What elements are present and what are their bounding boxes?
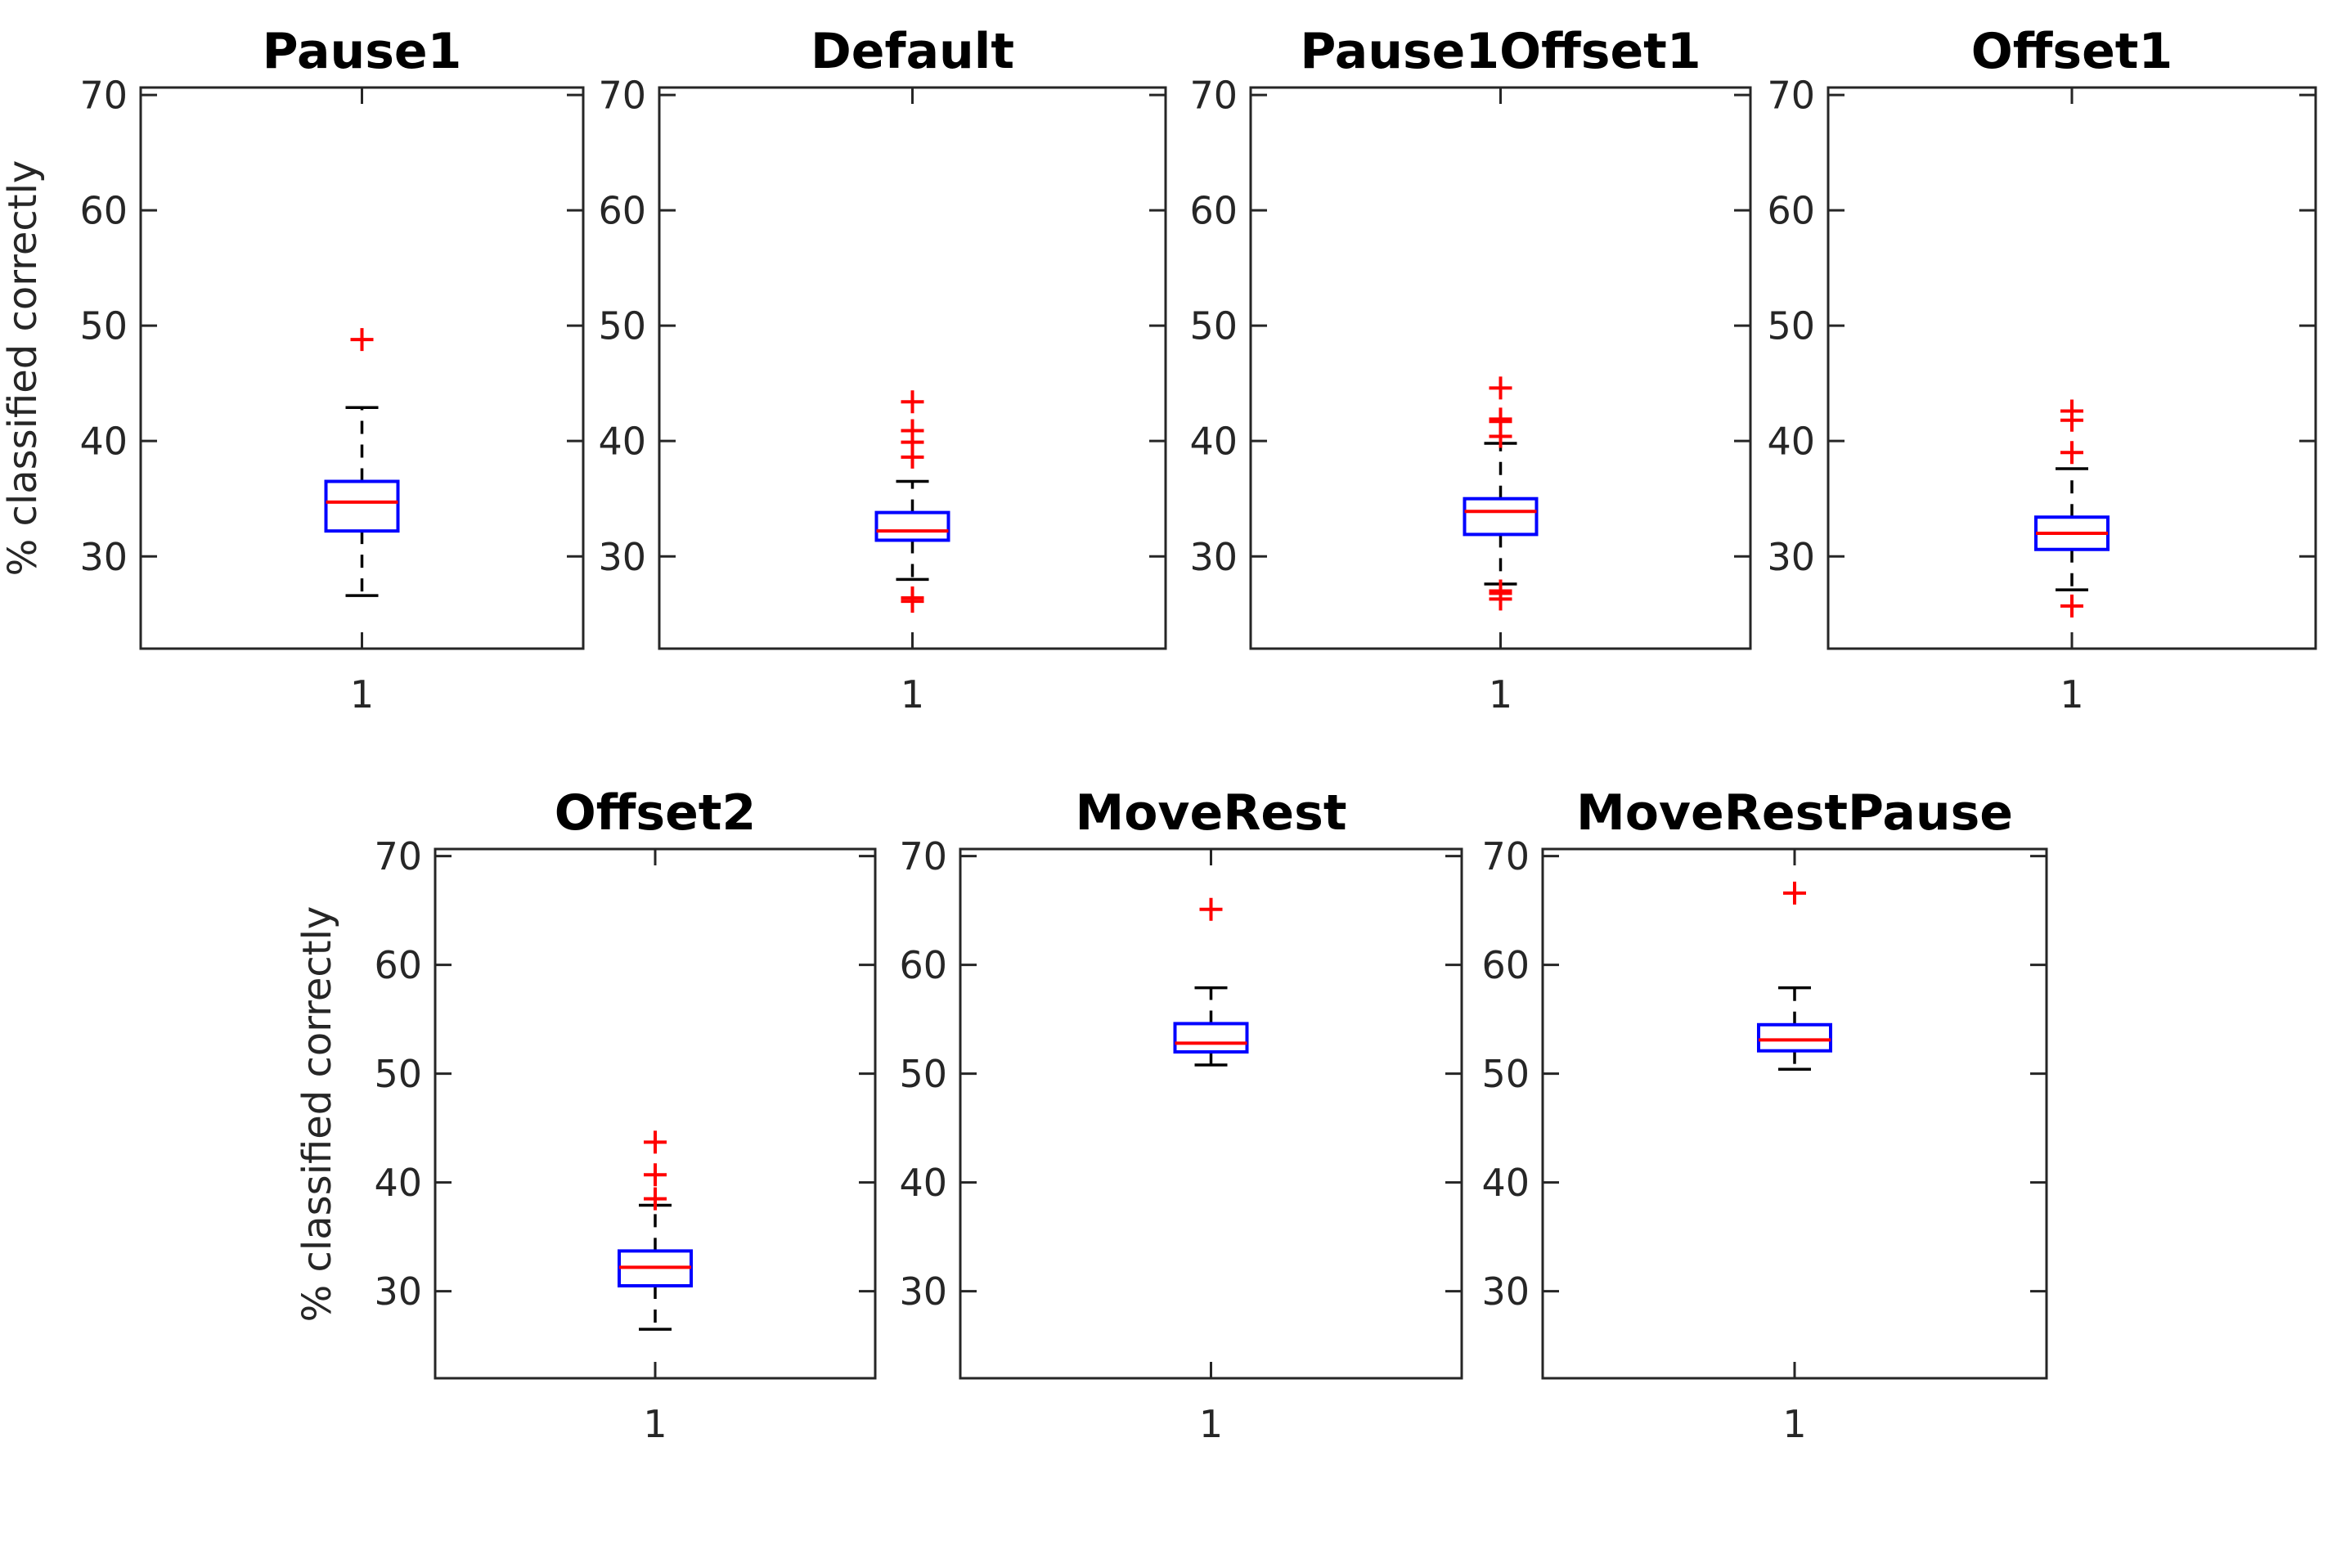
y-tick-label: 50 [374, 1052, 422, 1096]
x-tick-label: 1 [643, 1402, 667, 1446]
iqr-box [1463, 496, 1539, 537]
x-tick-label: 1 [901, 672, 924, 717]
y-tick-label: 50 [1189, 304, 1238, 348]
subplot-title: Offset2 [555, 784, 756, 842]
y-tick-label: 40 [374, 1161, 422, 1205]
y-tick-label: 30 [899, 1269, 947, 1314]
axes-box [1541, 847, 2048, 1380]
outlier-marker [2060, 594, 2083, 618]
subplots-group: 30 40 50 60 70 1 Pause1 30 40 50 60 70 1 Default 30 40 5… [79, 23, 2317, 1446]
iqr-box [324, 479, 400, 533]
y-tick-label: 40 [899, 1161, 947, 1205]
y-tick-label: 70 [1767, 74, 1815, 118]
y-tick-label: 30 [598, 535, 646, 579]
subplot-title: MoveRestPause [1576, 784, 2013, 842]
subplot-title: Pause1 [263, 23, 462, 80]
subplot-title: Pause1Offset1 [1300, 23, 1701, 80]
x-tick-label: 1 [1782, 1402, 1806, 1446]
y-axis-label-row1: % classified correctly [0, 160, 46, 577]
subplot-Offset1: 30 40 50 60 70 1 Offset1 [1767, 23, 2317, 717]
y-tick-label: 50 [1481, 1052, 1530, 1096]
axes-box [959, 847, 1463, 1380]
x-tick-label: 1 [2060, 672, 2083, 717]
outlier-marker [350, 328, 374, 352]
subplot-Offset2: 30 40 50 60 70 1 Offset2 [374, 784, 877, 1446]
y-axis-label-row2: % classified correctly [294, 906, 340, 1323]
x-tick-label: 1 [350, 672, 374, 717]
outlier-marker [1489, 587, 1512, 611]
y-tick-label: 40 [79, 420, 128, 464]
iqr-box [874, 510, 950, 542]
subplot-Default: 30 40 50 60 70 1 Default [598, 23, 1167, 717]
iqr-box [1173, 1022, 1249, 1054]
y-tick-label: 60 [598, 189, 646, 233]
y-tick-label: 30 [374, 1269, 422, 1314]
y-tick-label: 60 [79, 189, 128, 233]
outlier-marker [901, 390, 924, 414]
y-tick-label: 60 [899, 943, 947, 987]
y-tick-label: 60 [374, 943, 422, 987]
y-tick-label: 60 [1767, 189, 1815, 233]
y-tick-label: 40 [1189, 420, 1238, 464]
y-tick-label: 30 [79, 535, 128, 579]
outlier-marker [2060, 408, 2083, 432]
subplot-Pause1Offset1: 30 40 50 60 70 1 Pause1Offset1 [1189, 23, 1752, 717]
subplot-MoveRestPause: 30 40 50 60 70 1 MoveRestPause [1481, 784, 2048, 1446]
y-tick-label: 70 [1481, 834, 1530, 878]
x-tick-label: 1 [1199, 1402, 1223, 1446]
outlier-marker [901, 445, 924, 469]
y-tick-label: 70 [899, 834, 947, 878]
iqr-box [1757, 1022, 1832, 1053]
subplot-title: MoveRest [1075, 784, 1346, 842]
subplot-title: Offset1 [1971, 23, 2173, 80]
y-tick-label: 50 [79, 304, 128, 348]
subplot-MoveRest: 30 40 50 60 70 1 MoveRest [899, 784, 1463, 1446]
y-tick-label: 70 [374, 834, 422, 878]
y-tick-label: 70 [1189, 74, 1238, 118]
outlier-marker [901, 590, 924, 613]
outlier-marker [2060, 441, 2083, 465]
axes-box [1827, 86, 2317, 650]
y-tick-label: 70 [598, 74, 646, 118]
y-tick-label: 60 [1189, 189, 1238, 233]
outlier-marker [1489, 376, 1512, 400]
outlier-marker [644, 1187, 667, 1211]
subplot-Pause1: 30 40 50 60 70 1 Pause1 [79, 23, 585, 717]
x-tick-label: 1 [1489, 672, 1512, 717]
outlier-marker [644, 1163, 667, 1187]
outlier-marker [644, 1130, 667, 1154]
y-tick-label: 70 [79, 74, 128, 118]
y-tick-label: 60 [1481, 943, 1530, 987]
y-tick-label: 30 [1481, 1269, 1530, 1314]
y-tick-label: 30 [1767, 535, 1815, 579]
y-tick-label: 40 [1767, 420, 1815, 464]
outlier-marker [1489, 425, 1512, 448]
y-tick-label: 50 [899, 1052, 947, 1096]
outlier-marker [1783, 881, 1806, 905]
y-tick-label: 40 [1481, 1161, 1530, 1205]
y-tick-label: 40 [598, 420, 646, 464]
outlier-marker [1199, 897, 1223, 921]
y-tick-label: 30 [1189, 535, 1238, 579]
y-tick-label: 50 [1767, 304, 1815, 348]
y-tick-label: 50 [598, 304, 646, 348]
subplot-title: Default [811, 23, 1014, 80]
